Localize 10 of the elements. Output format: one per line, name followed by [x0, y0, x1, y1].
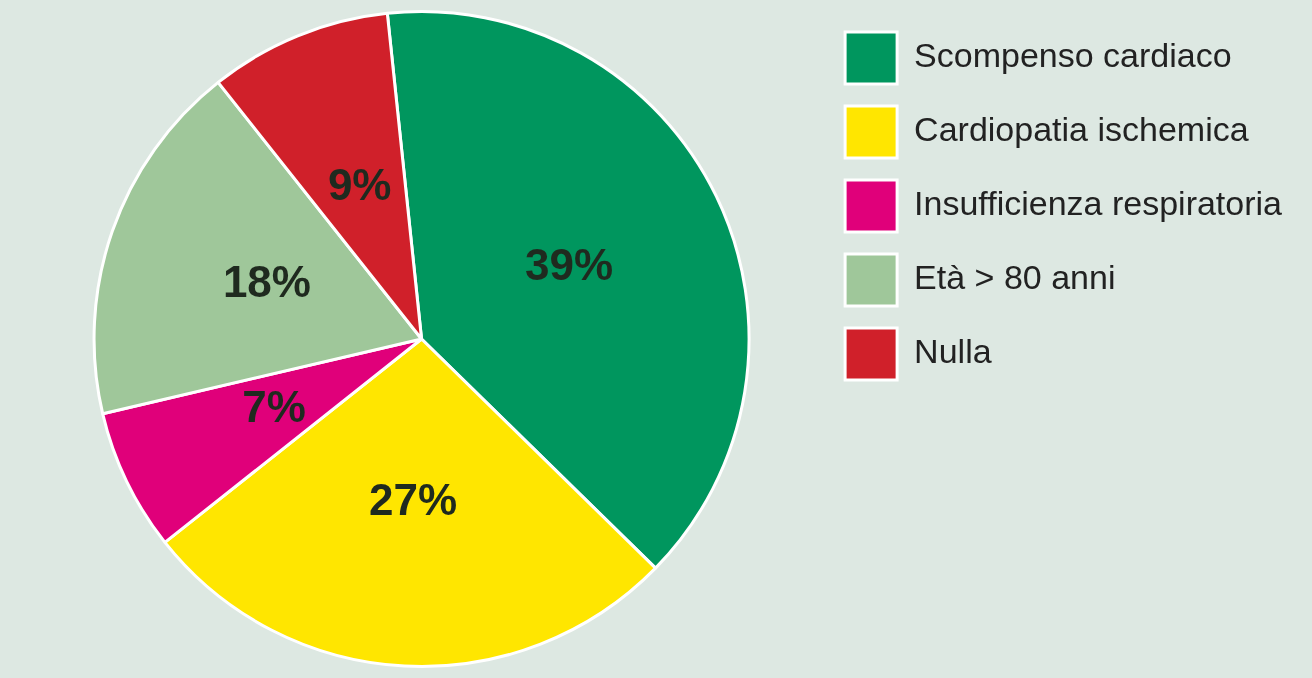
legend-label: Scompenso cardiaco: [914, 36, 1232, 75]
legend-label: Cardiopatia ischemica: [914, 110, 1249, 149]
legend-label: Nulla: [914, 332, 992, 371]
data-label: 39%: [524, 239, 614, 289]
data-label: 18%: [222, 257, 311, 307]
data-label: 27%: [368, 474, 458, 524]
data-label: 7%: [242, 382, 306, 432]
legend-label: Insufficienza respiratoria: [914, 184, 1283, 223]
data-label: 9%: [327, 159, 392, 209]
legend-label: Età > 80 anni: [914, 258, 1116, 297]
